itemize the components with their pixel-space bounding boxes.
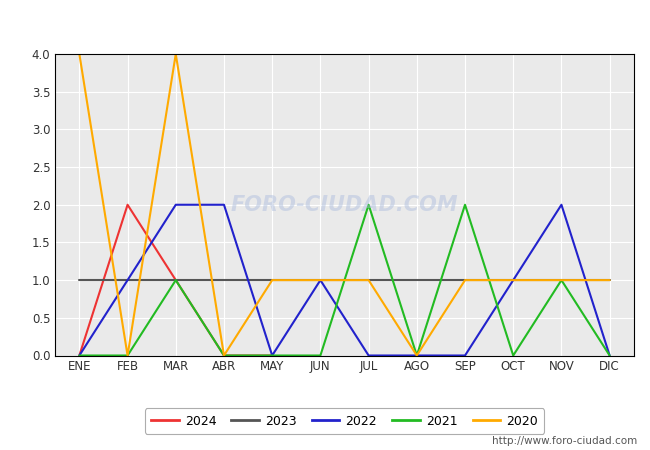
Text: http://www.foro-ciudad.com: http://www.foro-ciudad.com — [492, 436, 637, 446]
Text: FORO-CIUDAD.COM: FORO-CIUDAD.COM — [231, 195, 458, 215]
Legend: 2024, 2023, 2022, 2021, 2020: 2024, 2023, 2022, 2021, 2020 — [145, 409, 544, 434]
Text: Matriculaciones de Vehiculos en Garganta la Olla: Matriculaciones de Vehiculos en Garganta… — [122, 14, 528, 32]
